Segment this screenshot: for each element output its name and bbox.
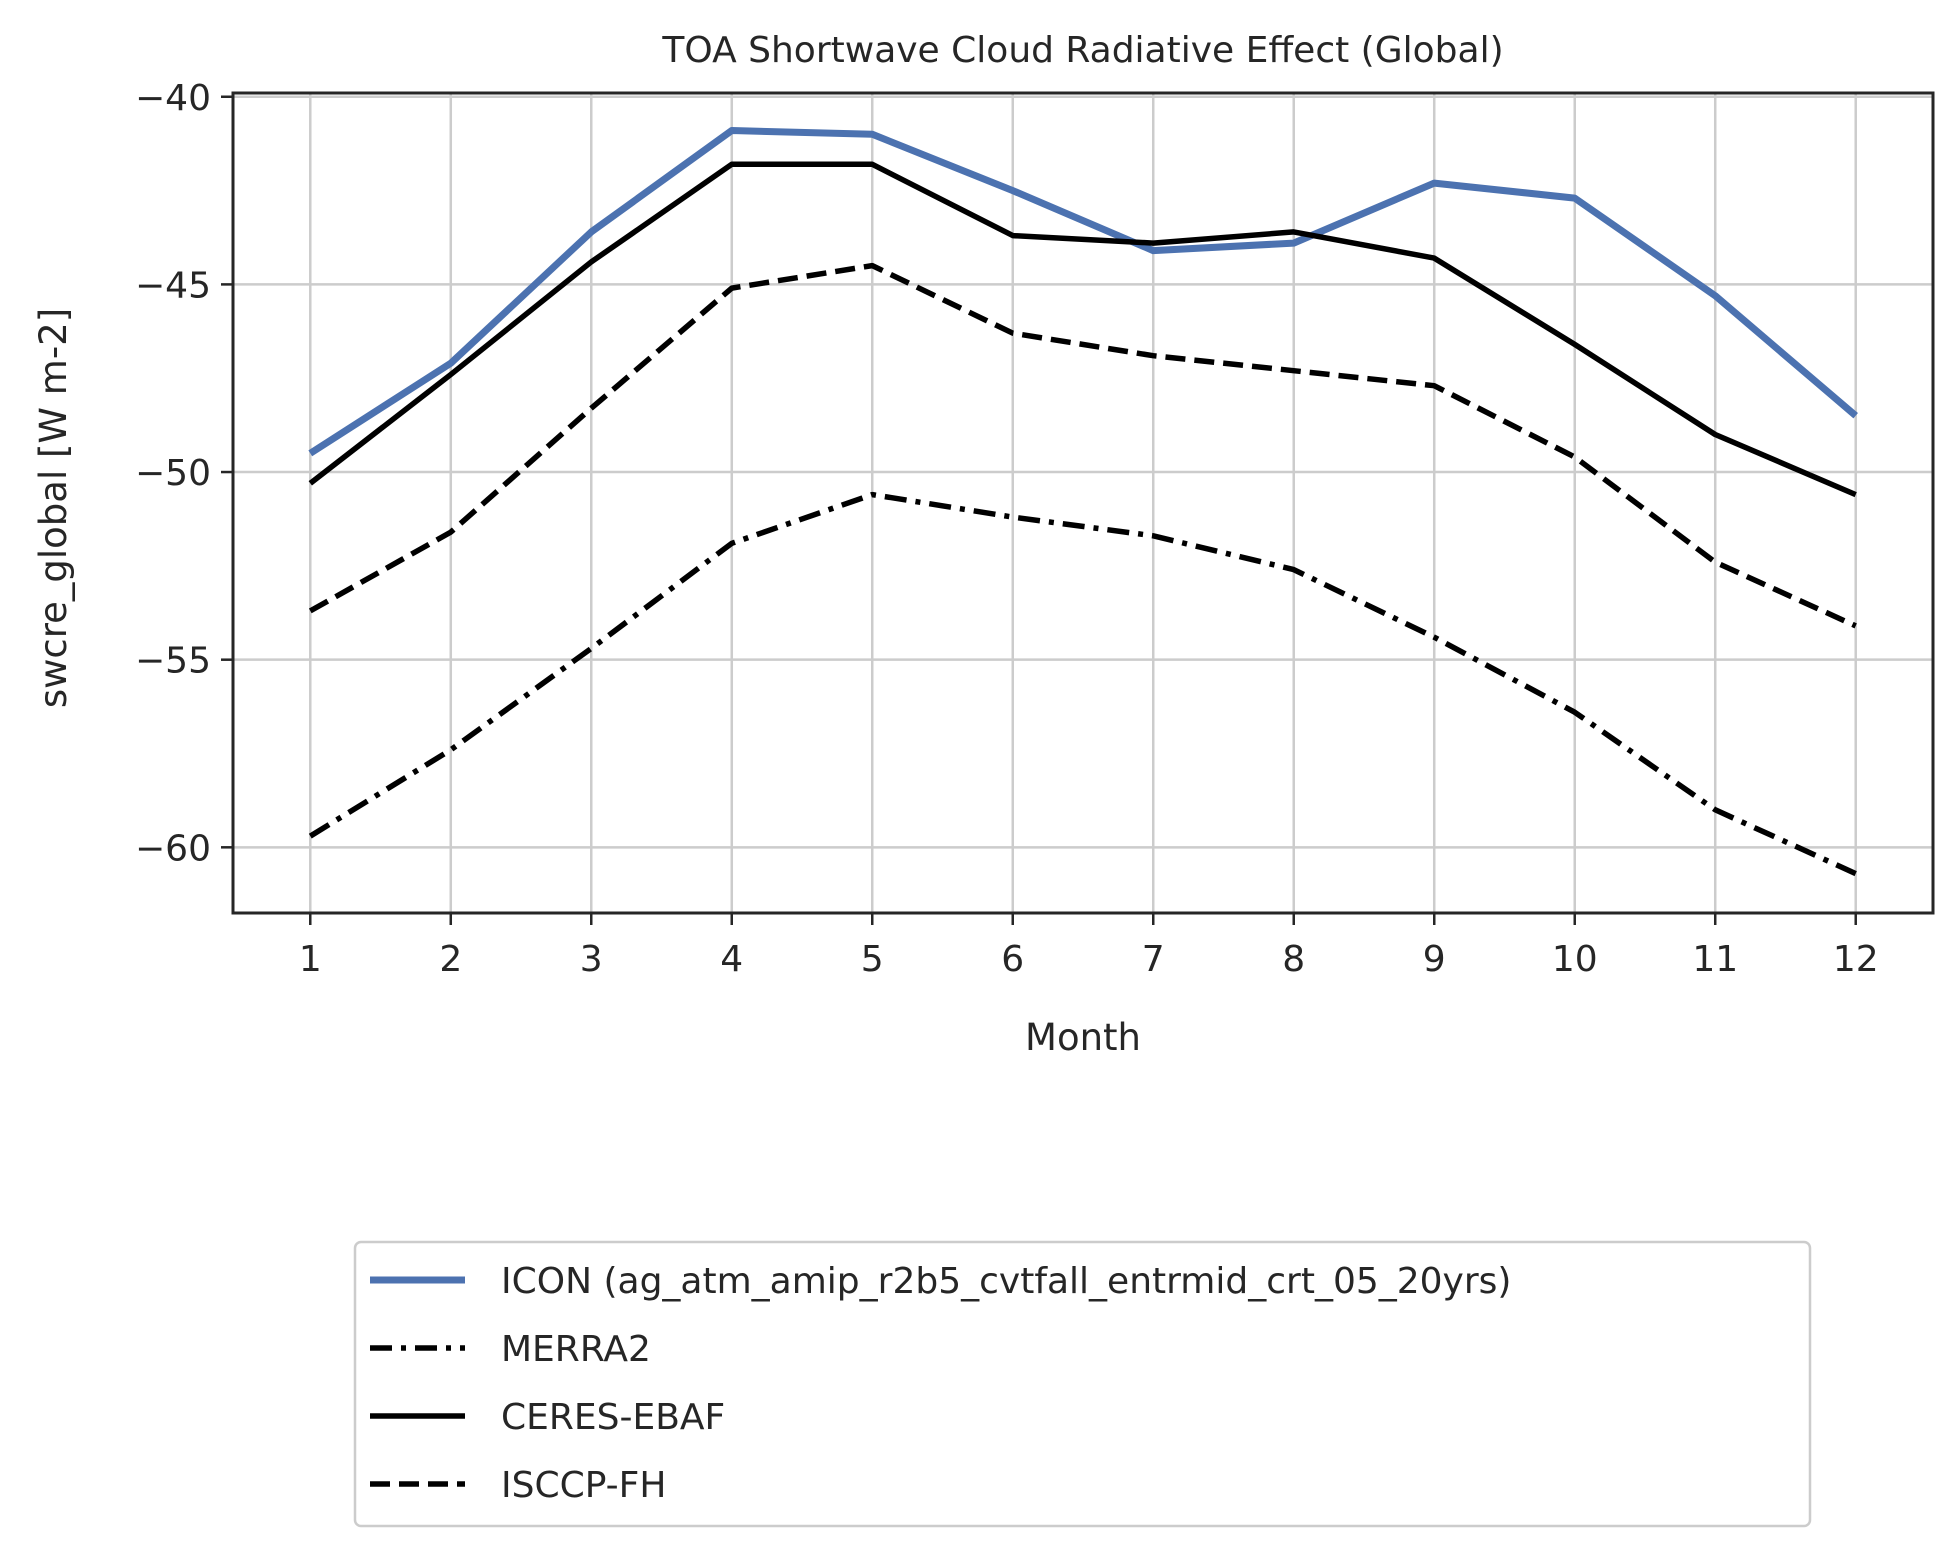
- y-axis-label: swcre_global [W m-2]: [32, 308, 75, 708]
- x-tick-label: 2: [439, 939, 462, 980]
- x-tick-label: 12: [1833, 939, 1879, 980]
- y-tick-label: −60: [135, 828, 211, 869]
- x-tick-label: 11: [1692, 939, 1738, 980]
- x-axis-label: Month: [1025, 1016, 1141, 1059]
- x-tick-label: 9: [1423, 939, 1446, 980]
- chart-title: TOA Shortwave Cloud Radiative Effect (Gl…: [661, 30, 1503, 71]
- legend-label: ICON (ag_atm_amip_r2b5_cvtfall_entrmid_c…: [501, 1261, 1511, 1302]
- legend-label: ISCCP-FH: [501, 1465, 666, 1506]
- x-tick-label: 7: [1142, 939, 1165, 980]
- legend-label: CERES-EBAF: [501, 1397, 725, 1438]
- x-tick-label: 5: [861, 939, 884, 980]
- y-tick-label: −55: [135, 641, 211, 682]
- y-tick-label: −50: [135, 453, 211, 494]
- x-tick-label: 3: [580, 939, 603, 980]
- y-tick-label: −45: [135, 265, 211, 306]
- y-tick-label: −40: [135, 78, 211, 119]
- x-tick-label: 1: [299, 939, 322, 980]
- legend: ICON (ag_atm_amip_r2b5_cvtfall_entrmid_c…: [355, 1242, 1810, 1526]
- x-tick-label: 10: [1552, 939, 1598, 980]
- x-tick-label: 4: [720, 939, 743, 980]
- legend-label: MERRA2: [501, 1329, 651, 1370]
- x-tick-label: 6: [1001, 939, 1024, 980]
- x-tick-label: 8: [1282, 939, 1305, 980]
